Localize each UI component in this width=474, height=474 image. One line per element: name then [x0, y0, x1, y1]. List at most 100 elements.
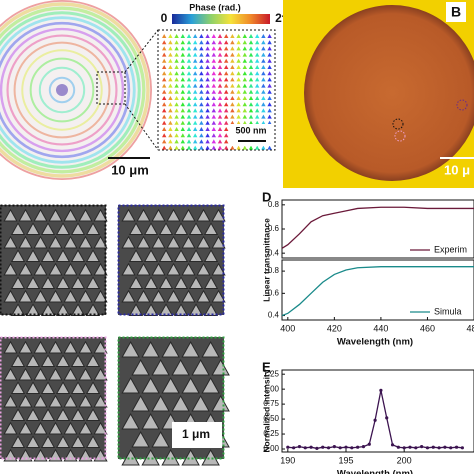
- sem-pillar: [173, 276, 189, 289]
- nanopillar: [193, 83, 198, 88]
- sem-pillar: [85, 222, 101, 235]
- nanopillar: [186, 34, 192, 38]
- nanopillar: [180, 71, 185, 76]
- sem-pillar: [70, 249, 86, 262]
- nanopillar: [248, 96, 254, 100]
- sem-pillar: [63, 235, 78, 249]
- sem-pillar: [18, 394, 33, 408]
- sem-pillar: [121, 235, 136, 249]
- sem-pillar: [63, 340, 78, 354]
- x-tick-label: 200: [397, 455, 412, 465]
- sem-pillar: [188, 276, 204, 289]
- nanopillar: [186, 114, 192, 119]
- sem-pillar: [93, 289, 108, 303]
- sem-pillar: [40, 276, 56, 289]
- nanopillar: [261, 96, 266, 100]
- sem-pillar: [181, 289, 196, 303]
- nanopillar: [236, 34, 241, 38]
- nanopillar: [217, 133, 223, 138]
- sem-pillar: [93, 394, 108, 408]
- sem-pillar: [48, 394, 63, 408]
- sem-pillar: [211, 208, 226, 222]
- nanopillar: [211, 120, 216, 125]
- sem-pillar: [188, 222, 204, 235]
- sem-pillar: [203, 249, 219, 262]
- data-point: [420, 445, 424, 449]
- sem-pillar: [10, 276, 26, 289]
- ring: [0, 2, 150, 178]
- sem-pillar: [55, 408, 71, 421]
- sem-pillar: [33, 235, 48, 249]
- nanopillar: [168, 133, 173, 138]
- nanopillar: [236, 102, 241, 107]
- nanopillar: [230, 145, 235, 150]
- sem-pillar: [203, 276, 219, 289]
- nanopillar: [180, 145, 185, 150]
- nanopillar: [168, 108, 173, 113]
- nanopillar: [162, 58, 167, 63]
- sem-pillar: [55, 249, 71, 262]
- zoom-line: [124, 103, 159, 151]
- sem-pillar: [161, 448, 180, 466]
- nanopillar: [255, 58, 260, 63]
- nanopillar: [162, 145, 167, 150]
- series-line: [281, 266, 474, 317]
- nanopillar: [174, 77, 179, 82]
- data-point: [361, 445, 366, 449]
- sem-pillar: [166, 208, 181, 222]
- sem-pillar: [151, 394, 170, 412]
- nanopillar: [180, 65, 185, 69]
- sem-pillar: [78, 340, 93, 354]
- nanopillar: [199, 83, 204, 88]
- nanopillar: [199, 114, 204, 119]
- colorbar-title: Phase (rad.): [189, 2, 241, 12]
- sem-pillar: [3, 340, 18, 354]
- nanopillar: [168, 96, 173, 100]
- nanopillar: [224, 127, 229, 131]
- x-tick-label: 420: [327, 323, 342, 333]
- nanopillar: [186, 52, 192, 57]
- sem-pillar: [25, 354, 41, 367]
- sem-pillar: [131, 394, 150, 412]
- nanopillar: [230, 34, 235, 38]
- sem-pillar: [93, 208, 108, 222]
- nanopillar: [267, 71, 272, 76]
- series-line: [281, 206, 474, 249]
- sem-pillar: [141, 376, 160, 394]
- nanopillar: [174, 34, 179, 38]
- nanopillar: [236, 83, 241, 88]
- nanopillar: [168, 102, 173, 107]
- nanopillar: [186, 96, 192, 100]
- data-point: [385, 416, 389, 420]
- nanopillar: [205, 102, 210, 107]
- sem-pillar: [158, 276, 174, 289]
- sem-pillar: [211, 289, 226, 303]
- nanopillar: [236, 52, 241, 57]
- nanopillar: [180, 77, 185, 82]
- sem-pillar: [136, 235, 151, 249]
- nanopillar: [242, 40, 247, 45]
- sem-pillar: [25, 276, 41, 289]
- nanopillar: [248, 102, 254, 107]
- nanopillar: [162, 133, 167, 138]
- sem-pillar: [196, 235, 211, 249]
- sem-pillar: [158, 222, 174, 235]
- nanopillar: [224, 133, 229, 138]
- nanopillar: [267, 114, 272, 119]
- panel-label: D: [262, 189, 271, 204]
- nanopillar: [261, 83, 266, 88]
- nanopillar: [261, 71, 266, 76]
- nanopillar: [174, 108, 179, 113]
- nanopillar: [211, 83, 216, 88]
- sem-pillar: [121, 448, 140, 466]
- nanopillar: [248, 89, 254, 94]
- nanopillar: [255, 102, 260, 107]
- sem-pillar: [25, 408, 41, 421]
- sem-pillar: [40, 381, 56, 394]
- nanopillar: [162, 71, 167, 76]
- sem-pillar: [211, 235, 226, 249]
- ring: [21, 49, 103, 131]
- nanopillar: [211, 96, 216, 100]
- nanopillar: [193, 46, 198, 51]
- nanopillar: [267, 40, 272, 45]
